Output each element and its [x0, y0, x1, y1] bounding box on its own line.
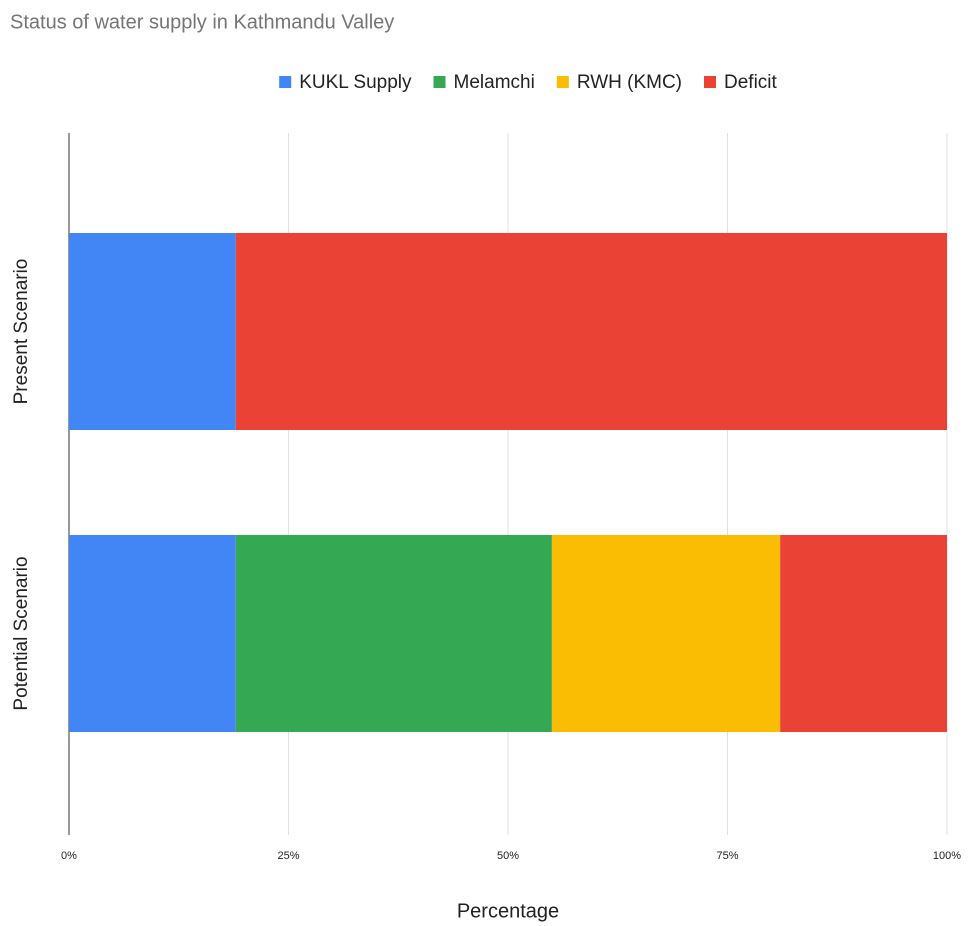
legend-label: RWH (KMC) [577, 72, 682, 93]
x-axis-label: Percentage [457, 900, 559, 922]
bar-segment [69, 535, 236, 732]
bar-segment [235, 535, 552, 732]
x-tick-label: 75% [716, 850, 738, 862]
chart-title: Status of water supply in Kathmandu Vall… [10, 11, 394, 33]
x-tick-label: 25% [277, 850, 299, 862]
y-tick-label: Potential Scenario [11, 556, 32, 710]
bar-segment [69, 233, 236, 430]
legend-swatch [433, 76, 446, 88]
bar-segment [780, 535, 947, 732]
legend-swatch [556, 76, 569, 88]
legend-label: Melamchi [454, 72, 535, 93]
bar-segment [235, 233, 947, 430]
x-tick-label: 50% [497, 850, 519, 862]
legend-swatch [279, 76, 292, 88]
y-tick-label: Present Scenario [11, 259, 32, 405]
legend-label: KUKL Supply [299, 72, 412, 93]
legend-swatch [704, 76, 717, 88]
x-tick-label: 100% [933, 850, 961, 862]
legend-label: Deficit [724, 72, 778, 93]
x-tick-label: 0% [61, 850, 77, 862]
legend: KUKL Supply Melamchi RWH (KMC) Deficit [279, 72, 778, 93]
bar-segment [551, 535, 781, 732]
